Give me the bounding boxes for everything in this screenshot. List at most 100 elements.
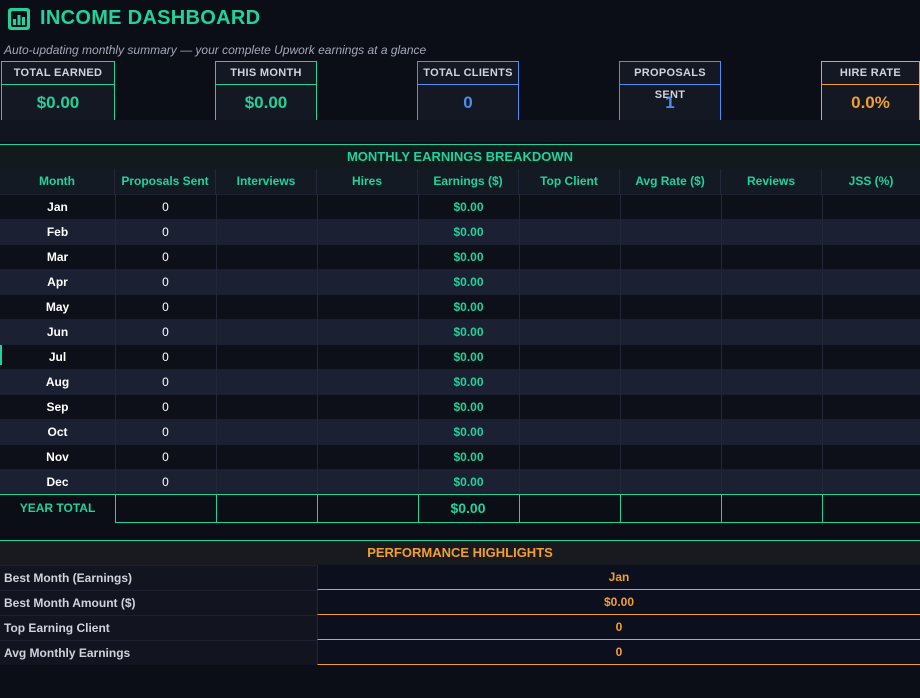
kpi-label: PROPOSALS SENT: [620, 62, 720, 101]
section-header-bar: [0, 144, 920, 169]
earnings-cell: $0.00: [453, 300, 484, 314]
month-cell: May: [45, 300, 70, 314]
performance-title: PERFORMANCE HIGHLIGHTS: [367, 545, 553, 560]
page-subtitle: Auto-updating monthly summary — your com…: [4, 43, 427, 57]
spacer-row: [0, 120, 920, 142]
grid-line: [317, 194, 318, 494]
month-cell: Jun: [46, 325, 69, 339]
kpi-value: $0.00: [216, 85, 316, 121]
earnings-cell: $0.00: [453, 400, 484, 414]
kpi-card-proposals-sent: PROPOSALS SENT 1: [619, 61, 721, 121]
earnings-cell: $0.00: [453, 275, 484, 289]
grid-line: [721, 194, 722, 494]
grid-line: [216, 194, 217, 494]
kpi-value: $0.00: [2, 85, 114, 121]
total-cell: [519, 494, 620, 523]
proposals-cell: 0: [162, 225, 169, 239]
total-cell: [620, 494, 721, 523]
proposals-cell: 0: [162, 275, 169, 289]
table-row: Nov 0 $0.00: [0, 444, 920, 469]
month-cell: Jul: [48, 350, 67, 364]
earnings-cell: $0.00: [453, 350, 484, 364]
earnings-cell: $0.00: [453, 475, 484, 489]
table-row: Feb 0 $0.00: [0, 219, 920, 244]
perf-value-top-client: 0: [317, 615, 920, 640]
grid-line: [822, 194, 823, 494]
perf-value-avg-monthly: 0: [317, 640, 920, 665]
section-header-bar: [0, 540, 920, 565]
table-row: Apr 0 $0.00: [0, 269, 920, 294]
year-total-row: [0, 494, 920, 523]
grid-line: [519, 194, 520, 494]
table-row: May 0 $0.00: [0, 294, 920, 319]
table-row: Oct 0 $0.00: [0, 419, 920, 444]
perf-label-best-amount: Best Month Amount ($): [0, 590, 317, 615]
earnings-cell: $0.00: [453, 225, 484, 239]
month-cell: Aug: [45, 375, 70, 389]
table-row: Aug 0 $0.00: [0, 369, 920, 394]
earnings-cell: $0.00: [453, 450, 484, 464]
year-total-label: YEAR TOTAL: [19, 501, 96, 515]
column-header-month: Month: [0, 169, 115, 194]
column-header-hires: Hires: [317, 169, 418, 194]
breakdown-title: MONTHLY EARNINGS BREAKDOWN: [346, 149, 574, 164]
month-cell: Nov: [46, 450, 69, 464]
kpi-label: THIS MONTH: [216, 62, 316, 85]
column-header-interviews: Interviews: [216, 169, 317, 194]
perf-label-avg-monthly: Avg Monthly Earnings: [0, 640, 317, 665]
earnings-cell: $0.00: [453, 375, 484, 389]
proposals-cell: 0: [162, 350, 169, 364]
selection-marker: [0, 345, 2, 365]
table-row: Jun 0 $0.00: [0, 319, 920, 344]
month-cell: Oct: [47, 425, 68, 439]
perf-value-best-amount: $0.00: [317, 590, 920, 615]
table-row: Jan 0 $0.00: [0, 194, 920, 219]
proposals-cell: 0: [162, 450, 169, 464]
total-cell: [822, 494, 920, 523]
page-title: INCOME DASHBOARD: [40, 7, 261, 29]
column-header-proposals: Proposals Sent: [115, 169, 216, 194]
table-header-row: [0, 169, 920, 194]
proposals-cell: 0: [162, 400, 169, 414]
grid-line: [418, 194, 419, 494]
earnings-cell: $0.00: [453, 425, 484, 439]
proposals-cell: 0: [162, 325, 169, 339]
bar-chart-icon: [8, 8, 30, 30]
earnings-cell: $0.00: [453, 250, 484, 264]
kpi-value: 0: [418, 85, 518, 121]
kpi-label: TOTAL CLIENTS: [418, 62, 518, 85]
proposals-cell: 0: [162, 250, 169, 264]
table-row: Jul 0 $0.00: [0, 344, 920, 369]
kpi-value: 0.0%: [822, 85, 919, 121]
proposals-cell: 0: [162, 475, 169, 489]
earnings-cell: $0.00: [453, 325, 484, 339]
kpi-card-total-clients: TOTAL CLIENTS 0: [417, 61, 519, 121]
kpi-label: HIRE RATE: [822, 62, 919, 85]
column-header-earnings: Earnings ($): [418, 169, 519, 194]
kpi-value: 1: [620, 85, 720, 121]
table-row: Sep 0 $0.00: [0, 394, 920, 419]
table-row: Dec 0 $0.00: [0, 469, 920, 494]
column-header-avg-rate: Avg Rate ($): [620, 169, 721, 194]
total-cell: [317, 494, 418, 523]
grid-line: [620, 194, 621, 494]
kpi-card-total-earned: TOTAL EARNED $0.00: [1, 61, 115, 121]
total-cell: [418, 494, 519, 523]
earnings-cell: $0.00: [453, 200, 484, 214]
perf-label-best-month: Best Month (Earnings): [0, 565, 317, 590]
total-cell: [721, 494, 822, 523]
column-header-jss: JSS (%): [848, 174, 894, 188]
total-cell: [115, 494, 216, 523]
table-row: Mar 0 $0.00: [0, 244, 920, 269]
kpi-card-hire-rate: HIRE RATE 0.0%: [821, 61, 920, 121]
proposals-cell: 0: [162, 300, 169, 314]
month-cell: Mar: [46, 250, 69, 264]
month-cell: Apr: [47, 275, 68, 289]
proposals-cell: 0: [162, 425, 169, 439]
month-cell: Sep: [46, 400, 69, 414]
month-cell: Jan: [47, 200, 68, 214]
month-cell: Feb: [46, 225, 69, 239]
column-header-reviews: Reviews: [721, 169, 822, 194]
perf-label-top-client: Top Earning Client: [0, 615, 317, 640]
kpi-label: TOTAL EARNED: [2, 62, 114, 85]
